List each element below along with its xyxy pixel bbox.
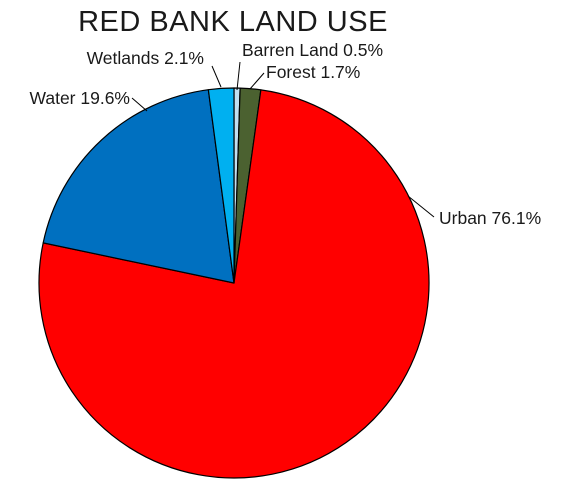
pie-slice-water <box>42 89 235 284</box>
leader-line-water <box>131 97 148 112</box>
slice-label-water: Water 19.6% <box>29 88 130 108</box>
pie-slices <box>38 87 430 479</box>
leader-line-barren-land <box>236 61 241 91</box>
slice-label-wetlands: Wetlands 2.1% <box>87 48 204 68</box>
leader-line-urban <box>407 195 435 218</box>
chart-title: RED BANK LAND USE <box>78 6 388 38</box>
pie-slice-wetlands <box>207 87 235 284</box>
slice-labels: Barren Land 0.5%Forest 1.7% Urban 76.1% Wa… <box>29 40 541 228</box>
slice-label-barren-land: Barren Land 0.5% <box>242 40 383 60</box>
leader-lines <box>131 61 435 218</box>
leader-line-wetlands <box>211 65 222 88</box>
slice-label-urban: Urban 76.1% <box>439 208 541 228</box>
leader-line-forest <box>249 72 265 90</box>
slice-label-forest: Forest 1.7% <box>266 62 360 82</box>
pie-slice-urban <box>38 89 430 479</box>
